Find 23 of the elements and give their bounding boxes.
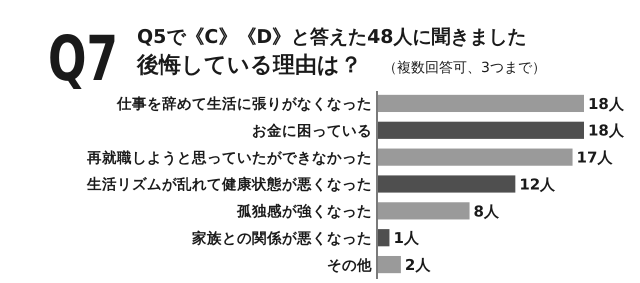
bar	[378, 148, 573, 166]
y-tick-label: 孤独感が強くなった	[236, 203, 372, 220]
bar	[378, 229, 390, 246]
data-label: 18人	[588, 94, 625, 113]
data-label: 8人	[474, 202, 500, 220]
bar	[378, 122, 584, 139]
y-tick-label: 家族との関係が悪くなった	[191, 228, 372, 247]
data-label: 17人	[576, 148, 614, 167]
data-label: 2人	[404, 256, 432, 274]
data-label: 18人	[588, 122, 625, 140]
bar	[378, 202, 470, 220]
y-tick-label: 再就職しようと思っていたができなかった	[86, 149, 372, 166]
y-tick-label: お金に困っている	[252, 122, 372, 140]
bar	[378, 175, 516, 193]
y-tick-label: 仕事を辞めて生活に張りがなくなった	[116, 94, 372, 113]
bar	[378, 94, 584, 112]
data-label: 1人	[393, 229, 420, 248]
text: 後悔している理由は？	[136, 53, 362, 78]
y-tick-label: その他	[327, 256, 373, 274]
text: （複数回答可、3つまで）	[383, 60, 546, 76]
y-tick-label: 生活リズムが乱れて健康状態が悪くなった	[86, 175, 372, 194]
data-label: 12人	[519, 175, 556, 194]
bar	[378, 256, 401, 274]
